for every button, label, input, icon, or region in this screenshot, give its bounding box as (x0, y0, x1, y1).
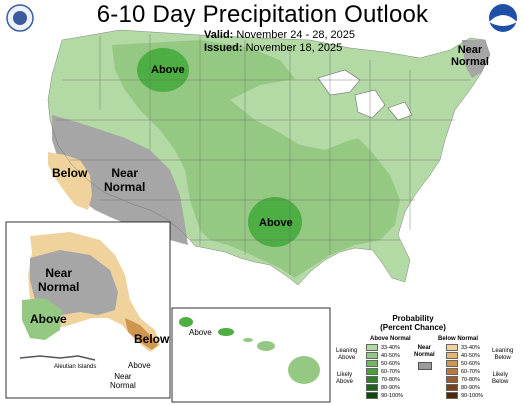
alaska-above-region (22, 298, 62, 340)
above-legend-swatch (366, 376, 378, 383)
label-alaska-near-normal: Near Normal (38, 266, 80, 294)
hawaii-island-oahu (218, 328, 234, 336)
above-legend-row: 50-60% (366, 360, 400, 368)
legend-near-normal-header: Near Normal (414, 345, 435, 358)
alaska-panhandle (125, 318, 158, 350)
legend-leaning-above: Leaning Above (336, 348, 358, 361)
above-legend-range: 40-50% (381, 352, 400, 359)
above-legend-swatch (366, 352, 378, 359)
label-aleutian-near-normal: Near Normal (110, 372, 136, 390)
label-near-normal-west: Near Normal (104, 166, 146, 194)
legend-likely-above: Likely Above (336, 372, 354, 385)
below-legend-row: 70-80% (446, 376, 480, 384)
below-legend-swatch (446, 344, 458, 351)
above-legend-row: 70-80% (366, 376, 400, 384)
label-above-south: Above (259, 217, 293, 229)
above-40-50-region (112, 40, 400, 278)
above-legend-swatch (366, 360, 378, 367)
below-legend-range: 33-40% (461, 344, 480, 351)
above-legend-range: 70-80% (381, 376, 400, 383)
legend-near-normal-swatch (418, 362, 432, 370)
near-normal-west-region (52, 115, 188, 245)
state-borders (47, 29, 491, 286)
label-below-ca: Below (52, 166, 88, 180)
above-legend-row: 90-100% (366, 392, 403, 400)
above-legend-row: 40-50% (366, 352, 400, 360)
hawaii-island-molokai (243, 338, 253, 342)
above-legend-range: 50-60% (381, 360, 400, 367)
below-legend-range: 90-100% (461, 392, 484, 399)
above-legend-swatch (366, 392, 378, 399)
legend-title: Probability (Percent Chance) (380, 314, 446, 332)
hawaii-inset-frame (171, 307, 331, 403)
below-legend-row: 60-70% (446, 368, 480, 376)
above-legend-row: 80-90% (366, 384, 400, 392)
above-legend-range: 33-40% (381, 344, 400, 351)
below-legend-range: 40-50% (461, 352, 480, 359)
great-lakes (317, 69, 413, 121)
above-legend-range: 80-90% (381, 384, 400, 391)
label-hawaii-above: Above (189, 328, 212, 337)
legend-leaning-below: Leaning Below (492, 348, 514, 361)
label-near-normal-ne: Near Normal (451, 44, 489, 68)
label-alaska-below: Below (134, 332, 170, 346)
label-above-north: Above (151, 64, 185, 76)
below-legend-row: 33-40% (446, 344, 480, 352)
label-aleutian-islands: Aleutian Islands (54, 364, 97, 370)
hawaii-island-big (288, 356, 320, 384)
below-legend-range: 80-90% (461, 384, 480, 391)
label-alaska-above: Above (30, 312, 67, 326)
below-legend-range: 60-70% (461, 368, 480, 375)
below-legend-swatch (446, 352, 458, 359)
above-50-60-south-region (248, 197, 302, 247)
below-legend-row: 50-60% (446, 360, 480, 368)
above-legend-row: 60-70% (366, 368, 400, 376)
page-title: 6-10 Day Precipitation Outlook (96, 1, 429, 28)
valid-dates: November 24 - 28, 2025 (236, 29, 356, 41)
valid-dates-line: Valid: November 24 - 28, 2025 (204, 29, 355, 42)
above-legend-swatch (366, 368, 378, 375)
above-legend-swatch (366, 384, 378, 391)
legend-below-header: Below Normal (438, 336, 479, 342)
aleutian-chain (19, 355, 96, 361)
issued-label: Issued: (204, 42, 243, 54)
above-legend-swatch (366, 344, 378, 351)
below-legend-row: 90-100% (446, 392, 483, 400)
hawaii-island-kauai (179, 317, 193, 327)
below-legend-row: 80-90% (446, 384, 480, 392)
below-legend-swatch (446, 376, 458, 383)
below-legend-swatch (446, 360, 458, 367)
below-ca-region (48, 152, 92, 210)
above-legend-row: 33-40% (366, 344, 400, 352)
above-legend-range: 90-100% (381, 392, 404, 399)
legend-above-header: Above Normal (370, 336, 411, 342)
below-legend-range: 70-80% (461, 376, 480, 383)
below-legend-swatch (446, 392, 458, 399)
issued-date-line: Issued: November 18, 2025 (204, 42, 342, 55)
below-legend-swatch (446, 384, 458, 391)
label-aleutian-above: Above (128, 361, 151, 370)
below-legend-range: 50-60% (461, 360, 480, 367)
below-legend-row: 40-50% (446, 352, 480, 360)
hawaii-island-maui (257, 341, 275, 351)
alaska-near-normal-region (30, 250, 118, 315)
issued-date: November 18, 2025 (245, 42, 343, 54)
above-legend-range: 60-70% (381, 368, 400, 375)
valid-label: Valid: (204, 29, 234, 41)
legend-likely-below: Likely Below (492, 372, 509, 385)
below-legend-swatch (446, 368, 458, 375)
